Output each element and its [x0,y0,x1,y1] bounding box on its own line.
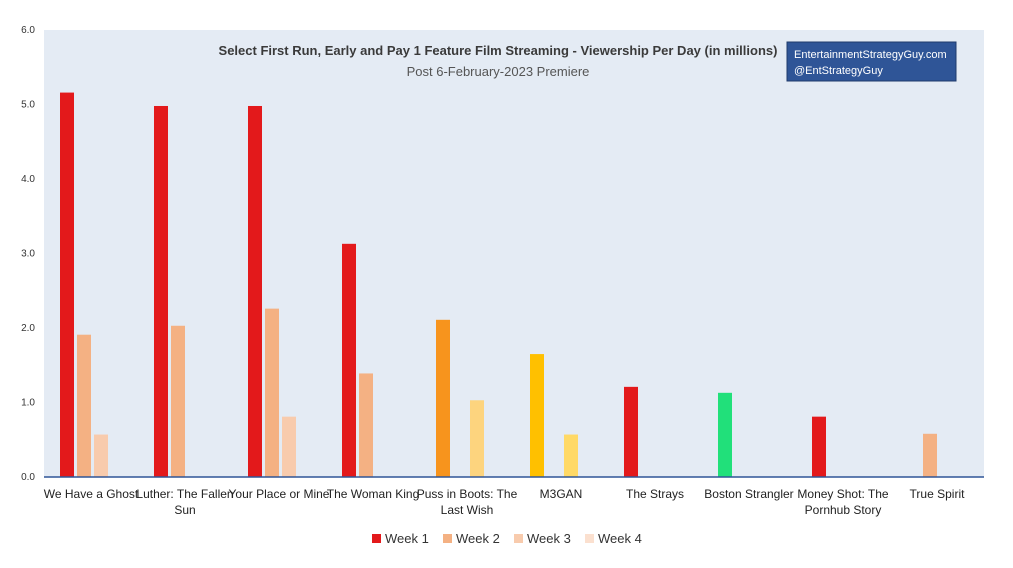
bar-1-week-3 [94,434,108,477]
y-tick-label: 0.0 [21,472,35,483]
legend: Week 1 Week 2 Week 3 Week 4 [372,531,642,546]
legend-swatch-week-4 [585,534,594,543]
plot-area [44,30,984,477]
bar-2-week-2 [171,325,185,477]
category-label: M3GAN [540,487,583,501]
bar-1-week-1 [60,92,74,477]
y-tick-label: 2.0 [21,323,35,334]
legend-swatch-week-3 [514,534,523,543]
category-label: The Strays [626,487,684,501]
category-label: True Spirit [910,487,966,501]
bar-8-week-1 [718,392,732,477]
category-label: Boston Strangler [704,487,793,501]
legend-label: Week 2 [456,531,500,546]
bar-5-week-3 [470,400,484,477]
chart-title: Select First Run, Early and Pay 1 Featur… [219,43,778,58]
legend-label: Week 4 [598,531,642,546]
bar-1-week-2 [77,334,91,477]
chart-subtitle: Post 6-February-2023 Premiere [407,64,590,79]
bar-7-week-1 [624,386,638,477]
bar-4-week-1 [342,243,356,477]
y-tick-label: 1.0 [21,398,35,409]
legend-label: Week 1 [385,531,429,546]
bar-5-week-1 [436,319,450,477]
bar-3-week-3 [282,416,296,477]
bar-6-week-3 [564,434,578,477]
bar-6-week-1 [530,354,544,477]
bar-9-week-1 [812,416,826,477]
legend-swatch-week-2 [443,534,452,543]
bar-3-week-2 [265,308,279,477]
category-label: Puss in Boots: The Last Wish [417,487,518,517]
annotation-box: EntertainmentStrategyGuy.com @EntStrateg… [786,41,957,82]
legend-label: Week 3 [527,531,571,546]
bar-10-week-2 [923,433,937,477]
y-tick-label: 4.0 [21,174,35,185]
category-label: Your Place or Mine [229,487,330,501]
category-label: We Have a Ghost [44,487,139,501]
bars [60,92,937,478]
legend-swatch-week-1 [372,534,381,543]
bar-2-week-1 [154,105,168,478]
y-tick-label: 5.0 [21,100,35,111]
annotation-line-1: EntertainmentStrategyGuy.com [794,49,947,61]
category-label: The Woman King [327,487,420,501]
y-axis-ticks: 0.0 1.0 2.0 3.0 4.0 5.0 6.0 [21,25,35,483]
category-label: Money Shot: The Pornhub Story [797,487,888,517]
category-label: Luther: The Fallen Sun [136,487,233,517]
y-tick-label: 3.0 [21,249,35,260]
bar-4-week-2 [359,373,373,477]
y-tick-label: 6.0 [21,25,35,36]
annotation-line-2: @EntStrategyGuy [794,65,883,77]
bar-3-week-1 [248,105,262,478]
